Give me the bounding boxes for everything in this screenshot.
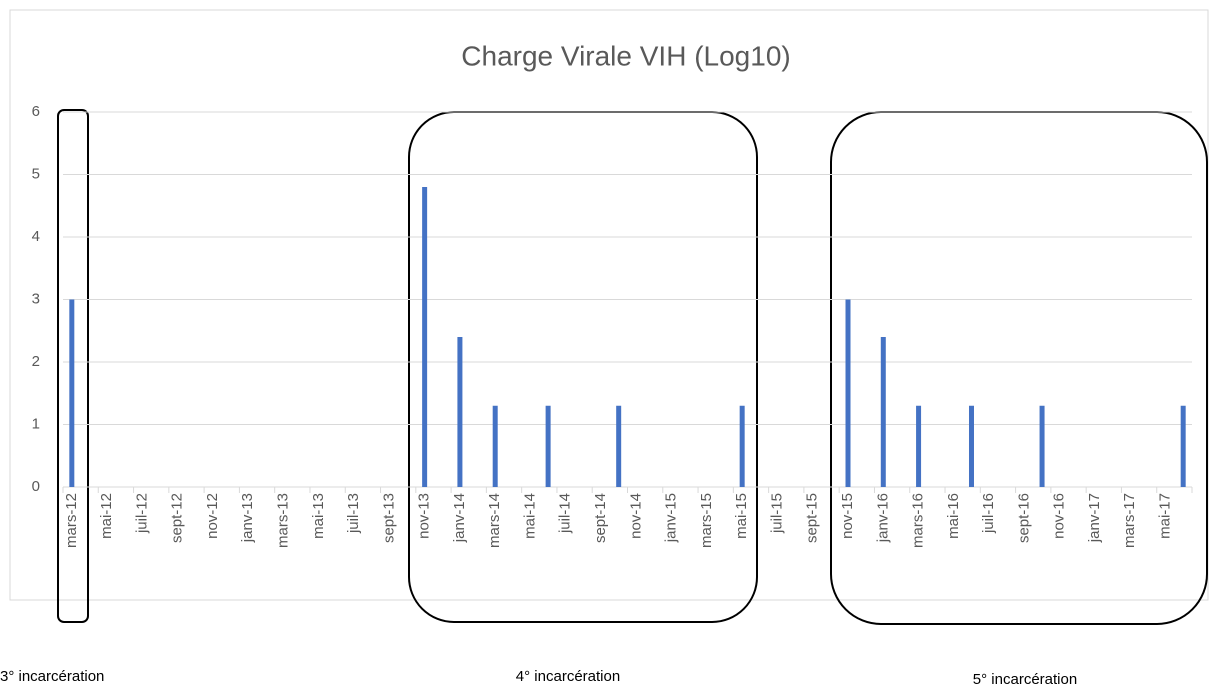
x-tick-label: mai-16 bbox=[945, 493, 962, 539]
bar bbox=[422, 187, 428, 487]
x-tick-label: mai-14 bbox=[521, 493, 538, 539]
bar bbox=[492, 405, 498, 487]
bar bbox=[916, 405, 922, 487]
bar bbox=[968, 405, 974, 487]
y-tick-label: 3 bbox=[32, 290, 40, 307]
bar bbox=[545, 405, 551, 487]
y-tick-label: 1 bbox=[32, 415, 40, 432]
bar bbox=[616, 405, 622, 487]
x-tick-label: nov-16 bbox=[1051, 493, 1068, 539]
annotation: 3° incarcération bbox=[0, 668, 104, 685]
x-tick-label: mai-17 bbox=[1157, 493, 1174, 539]
bar bbox=[1039, 405, 1045, 487]
x-tick-label: nov-13 bbox=[416, 493, 433, 539]
x-tick-label: mars-12 bbox=[63, 493, 80, 548]
y-tick-label: 2 bbox=[32, 353, 40, 370]
x-tick-label: juil-16 bbox=[980, 493, 997, 534]
y-tick-label: 5 bbox=[32, 165, 40, 182]
y-tick-label: 4 bbox=[32, 228, 40, 245]
x-tick-label: mars-16 bbox=[910, 493, 927, 548]
x-tick-label: juil-12 bbox=[133, 493, 150, 534]
x-tick-label: sept-16 bbox=[1015, 493, 1032, 543]
bar bbox=[69, 299, 75, 487]
bar bbox=[845, 299, 851, 487]
x-tick-label: janv-16 bbox=[874, 493, 891, 543]
x-tick-label: nov-14 bbox=[627, 493, 644, 539]
annotation: 4° incarcération bbox=[516, 668, 620, 685]
x-tick-label: mai-13 bbox=[310, 493, 327, 539]
bar bbox=[739, 405, 745, 487]
x-tick-label: mai-12 bbox=[98, 493, 115, 539]
x-tick-label: janv-17 bbox=[1086, 493, 1103, 543]
x-tick-label: nov-12 bbox=[204, 493, 221, 539]
x-tick-label: juil-15 bbox=[768, 493, 785, 534]
x-tick-label: sept-13 bbox=[380, 493, 397, 543]
bar bbox=[457, 337, 463, 487]
x-tick-label: sept-14 bbox=[592, 493, 609, 543]
chart-title: Charge Virale VIH (Log10) bbox=[461, 40, 790, 71]
x-tick-label: mars-17 bbox=[1121, 493, 1138, 548]
x-tick-label: sept-15 bbox=[804, 493, 821, 543]
period-box bbox=[57, 109, 89, 623]
y-tick-label: 0 bbox=[32, 478, 40, 495]
x-tick-label: mars-14 bbox=[486, 493, 503, 548]
x-tick-label: janv-15 bbox=[663, 493, 680, 543]
x-tick-label: mars-13 bbox=[274, 493, 291, 548]
x-tick-label: sept-12 bbox=[169, 493, 186, 543]
chart-frame bbox=[9, 9, 1209, 601]
bar bbox=[1180, 405, 1186, 487]
x-tick-label: juil-14 bbox=[557, 493, 574, 534]
x-tick-label: nov-15 bbox=[839, 493, 856, 539]
y-tick-label: 6 bbox=[32, 103, 40, 120]
x-tick-label: janv-14 bbox=[451, 493, 468, 543]
x-tick-label: mai-15 bbox=[733, 493, 750, 539]
x-tick-label: mars-15 bbox=[698, 493, 715, 548]
x-tick-label: janv-13 bbox=[239, 493, 256, 543]
x-tick-label: juil-13 bbox=[345, 493, 362, 534]
annotation: 5° incarcération bbox=[973, 671, 1077, 688]
bar bbox=[880, 337, 886, 487]
